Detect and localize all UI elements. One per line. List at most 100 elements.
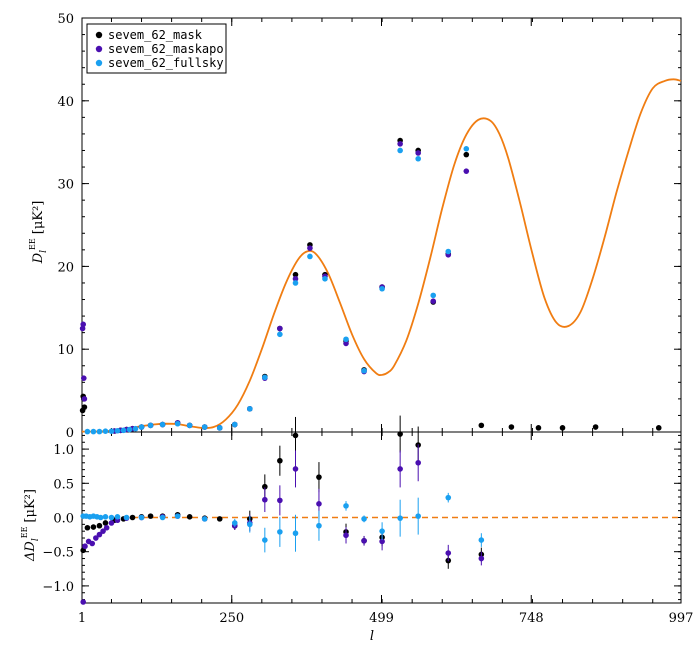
bottom-point-sevem_62_fullsky xyxy=(292,530,299,537)
bottom-point-sevem_62_maskapo xyxy=(361,537,367,544)
top-y-axis-title-sup: EE xyxy=(28,238,37,250)
bottom-point-sevem_62_maskapo xyxy=(445,550,452,556)
x-tick-label: 997 xyxy=(669,611,694,626)
x-axis-title: l xyxy=(370,629,374,644)
top-point-sevem_62_fullsky xyxy=(343,336,349,343)
top-point-sevem_62_maskapo xyxy=(292,276,299,282)
top-point-sevem_62_fullsky xyxy=(147,422,154,429)
top-point-sevem_62_fullsky xyxy=(102,428,109,434)
bottom-point-sevem_62_maskapo xyxy=(397,466,403,472)
bottom-y-tick-label: 0.0 xyxy=(53,512,74,527)
bottom-point-sevem_62_maskapo xyxy=(316,501,322,507)
bottom-point-sevem_62_mask xyxy=(397,431,403,437)
bottom-point-sevem_62_fullsky xyxy=(246,521,253,528)
bottom-point-sevem_62_fullsky xyxy=(123,514,130,521)
top-point-sevem_62_fullsky xyxy=(114,427,121,434)
bottom-point-sevem_62_maskapo xyxy=(379,538,385,545)
top-point-sevem_62_maskapo xyxy=(307,245,313,251)
top-point-sevem_62_maskapo xyxy=(80,321,87,328)
top-data-points xyxy=(79,137,662,435)
top-point-sevem_62_mask xyxy=(655,425,662,431)
x-tick-label: 748 xyxy=(519,611,544,626)
legend: sevem_62_mask sevem_62_maskapo sevem_62_… xyxy=(86,23,227,74)
top-point-sevem_62_fullsky xyxy=(415,155,421,162)
bottom-point-sevem_62_mask xyxy=(277,457,283,464)
bottom-point-sevem_62_fullsky xyxy=(361,516,367,522)
bottom-point-sevem_62_fullsky xyxy=(159,514,166,521)
top-point-sevem_62_fullsky xyxy=(292,280,299,286)
bottom-point-sevem_62_fullsky xyxy=(478,537,485,543)
bottom-point-sevem_62_fullsky xyxy=(174,513,181,519)
bottom-point-sevem_62_maskapo xyxy=(93,535,99,541)
top-point-sevem_62_fullsky xyxy=(201,424,208,430)
top-point-sevem_62_fullsky xyxy=(307,253,313,260)
top-point-sevem_62_maskapo xyxy=(343,340,349,347)
top-y-axis-title-sub: l xyxy=(39,250,49,253)
bottom-point-sevem_62_mask xyxy=(147,513,154,519)
bottom-point-sevem_62_fullsky xyxy=(231,520,238,526)
top-point-sevem_62_mask xyxy=(559,425,566,431)
top-point-sevem_62_mask xyxy=(81,404,88,410)
top-y-tick-label: 10 xyxy=(57,343,74,358)
top-point-sevem_62_fullsky xyxy=(231,421,238,428)
bottom-point-sevem_62_maskapo xyxy=(82,543,88,550)
bottom-y-tick-label: −1.0 xyxy=(42,580,74,595)
top-y-axis-title: DlEE [μK²] xyxy=(28,201,49,265)
top-y-tick-label: 50 xyxy=(57,12,74,27)
bottom-point-sevem_62_mask xyxy=(96,522,103,529)
bottom-y-tick-label: −0.5 xyxy=(42,546,74,561)
top-y-tick-label: 20 xyxy=(57,260,74,275)
bottom-point-sevem_62_fullsky xyxy=(97,514,104,521)
top-point-sevem_62_fullsky xyxy=(84,428,91,435)
bottom-point-sevem_62_mask xyxy=(316,474,322,480)
top-y-tick-label: 0 xyxy=(66,426,74,441)
top-point-sevem_62_fullsky xyxy=(138,424,145,430)
top-point-sevem_62_fullsky xyxy=(159,421,166,428)
bottom-point-sevem_62_maskapo xyxy=(100,528,106,534)
bottom-point-sevem_62_mask xyxy=(262,483,268,490)
bottom-y-axis-title-unit: [μK²] xyxy=(23,489,38,523)
top-point-sevem_62_mask xyxy=(535,425,542,431)
bottom-point-sevem_62_mask xyxy=(90,524,97,530)
bottom-point-sevem_62_fullsky xyxy=(343,503,349,509)
bottom-point-sevem_62_maskapo xyxy=(277,497,283,504)
bottom-point-sevem_62_fullsky xyxy=(114,514,121,520)
top-point-sevem_62_fullsky xyxy=(174,420,181,427)
top-point-sevem_62_fullsky xyxy=(463,146,470,152)
top-point-sevem_62_fullsky xyxy=(126,426,133,433)
legend-label-maskapo: sevem_62_maskapo xyxy=(108,42,224,56)
top-point-sevem_62_maskapo xyxy=(397,141,403,147)
legend-label-fullsky: sevem_62_fullsky xyxy=(108,56,224,70)
x-ticks: 1 250 499 748 997 xyxy=(78,18,694,626)
top-point-sevem_62_fullsky xyxy=(445,248,452,255)
bottom-point-sevem_62_fullsky xyxy=(397,515,403,521)
top-point-sevem_62_mask xyxy=(292,271,299,278)
bottom-point-sevem_62_mask xyxy=(129,514,136,521)
bottom-y-tick-label: 0.5 xyxy=(53,477,74,492)
bottom-point-sevem_62_maskapo xyxy=(96,531,103,538)
top-point-sevem_62_maskapo xyxy=(81,375,87,381)
bottom-y-tick-label: 1.0 xyxy=(53,443,74,458)
legend-marker-fullsky xyxy=(95,59,103,67)
top-point-sevem_62_fullsky xyxy=(108,428,115,434)
top-point-sevem_62_fullsky xyxy=(262,374,268,381)
top-point-sevem_62_fullsky xyxy=(186,422,193,429)
bottom-point-sevem_62_fullsky xyxy=(201,516,208,522)
top-point-sevem_62_mask xyxy=(463,151,470,158)
x-tick-label: 250 xyxy=(219,611,244,626)
bottom-point-sevem_62_maskapo xyxy=(478,555,485,562)
bottom-point-sevem_62_mask xyxy=(84,524,91,531)
top-y-tick-label: 40 xyxy=(57,95,74,110)
top-point-sevem_62_maskapo xyxy=(415,150,421,156)
top-y-axis-title-main: D xyxy=(31,252,46,264)
x-tick-label: 499 xyxy=(369,611,394,626)
bottom-point-sevem_62_maskapo xyxy=(80,599,87,605)
bottom-point-sevem_62_fullsky xyxy=(102,514,109,520)
bottom-point-sevem_62_fullsky xyxy=(138,514,145,521)
bottom-y-axis-title-sub: l xyxy=(31,538,41,541)
top-point-sevem_62_maskapo xyxy=(79,325,86,332)
top-point-sevem_62_fullsky xyxy=(361,367,367,374)
top-point-sevem_62_fullsky xyxy=(246,406,253,412)
bottom-y-axis-title-main: ΔD xyxy=(23,541,38,562)
